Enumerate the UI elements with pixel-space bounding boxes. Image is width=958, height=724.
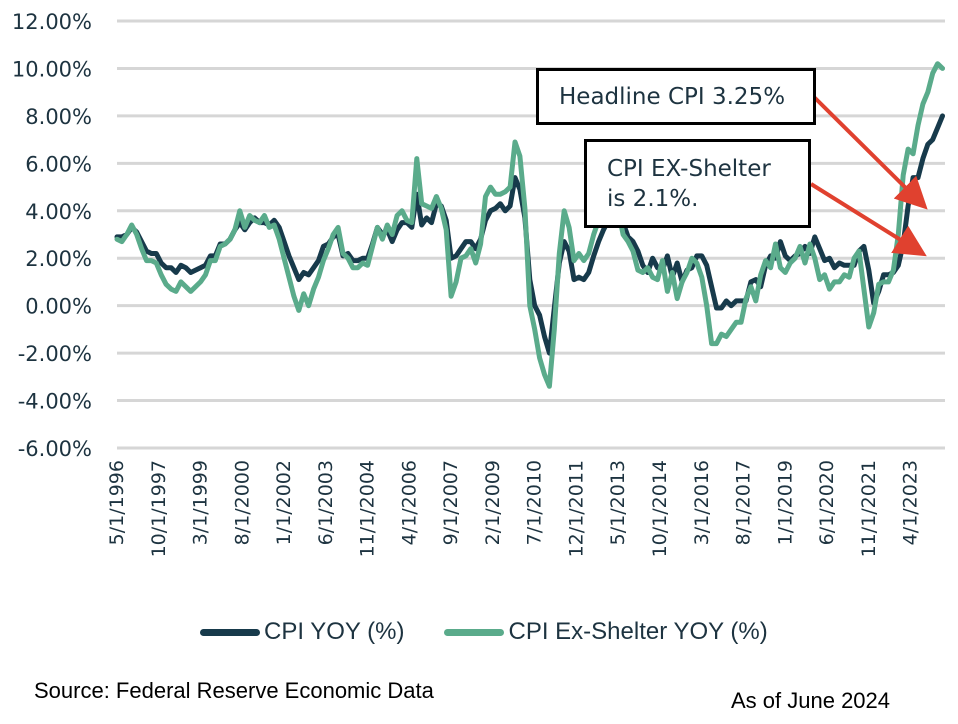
x-tick-label: 9/1/2007 [440, 460, 462, 545]
x-tick-label: 4/1/2023 [900, 460, 922, 545]
x-tick-label: 10/1/1997 [148, 460, 170, 557]
y-tick-label: 2.00% [25, 247, 92, 271]
ex-shelter-callout: CPI EX-Shelter is 2.1%. [584, 139, 811, 228]
x-tick-label: 5/1/1996 [106, 460, 128, 545]
y-tick-label: -4.00% [18, 390, 92, 414]
annotation-arrows [809, 95, 928, 257]
ex-shelter-text-line1: CPI EX-Shelter [607, 156, 771, 182]
ex-shelter-arrow [809, 182, 927, 257]
y-tick-label: 4.00% [25, 200, 92, 224]
legend-label-ex-shelter: CPI Ex-Shelter YOY (%) [508, 618, 768, 645]
as-of-date: As of June 2024 [731, 688, 891, 713]
y-tick-label: -2.00% [18, 342, 92, 366]
x-tick-label: 6/1/2003 [315, 460, 337, 545]
x-tick-label: 11/1/2021 [858, 460, 880, 557]
x-tick-label: 7/1/2010 [524, 460, 546, 545]
headline-cpi-callout: Headline CPI 3.25% [536, 68, 816, 125]
y-tick-label: 0.00% [25, 295, 92, 319]
y-tick-label: 8.00% [25, 105, 92, 129]
legend-swatch-cpi [200, 628, 260, 636]
x-tick-label: 11/1/2004 [357, 460, 379, 557]
x-axis-ticks: 5/1/1996 10/1/1997 3/1/1999 8/1/2000 1/1/200… [106, 460, 922, 557]
x-tick-label: 4/1/2006 [398, 460, 420, 545]
headline-cpi-text: Headline CPI 3.25% [559, 84, 786, 110]
x-tick-label: 8/1/2017 [733, 460, 755, 545]
y-axis-ticks: 12.00% 10.00% 8.00% 6.00% 4.00% 2.00% 0.00% -2.… [12, 10, 92, 461]
legend-item-cpi: CPI YOY (%) [200, 618, 404, 646]
y-tick-label: -6.00% [18, 437, 92, 461]
ex-shelter-text-line2: is 2.1%. [607, 186, 699, 212]
x-tick-label: 3/1/2016 [691, 460, 713, 545]
x-tick-label: 1/1/2002 [273, 460, 295, 545]
legend-swatch-ex-shelter [444, 628, 505, 636]
series-lines [114, 61, 945, 389]
x-tick-label: 2/1/2009 [482, 460, 504, 545]
chart-legend: CPI YOY (%) CPI Ex-Shelter YOY (%) [200, 618, 808, 646]
y-tick-label: 6.00% [25, 152, 92, 176]
x-tick-label: 12/1/2011 [565, 460, 587, 557]
x-tick-label: 10/1/2014 [649, 460, 671, 557]
x-tick-label: 1/1/2019 [774, 460, 796, 545]
gridlines [117, 19, 945, 450]
source-note: Source: Federal Reserve Economic Data [34, 678, 434, 703]
x-tick-label: 6/1/2020 [816, 460, 838, 545]
y-tick-label: 12.00% [12, 10, 92, 34]
x-tick-label: 8/1/2000 [231, 460, 253, 545]
headline-cpi-arrow [812, 95, 928, 210]
x-tick-label: 5/1/2013 [607, 460, 629, 545]
y-tick-label: 10.00% [12, 57, 92, 81]
legend-label-cpi: CPI YOY (%) [264, 618, 405, 645]
legend-item-ex-shelter: CPI Ex-Shelter YOY (%) [444, 618, 768, 646]
x-tick-label: 3/1/1999 [190, 460, 212, 545]
series-line-ex-shelter [114, 61, 945, 389]
